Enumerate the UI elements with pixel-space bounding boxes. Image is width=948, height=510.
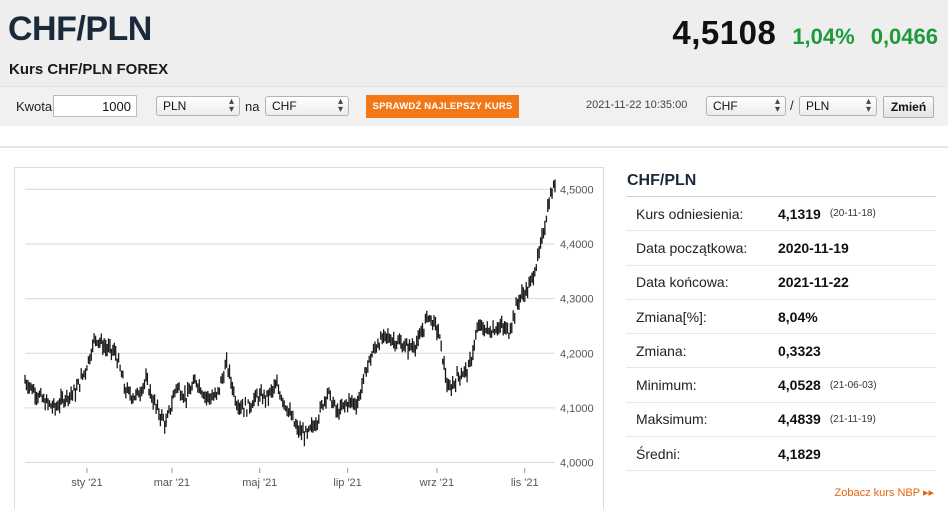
stats-label: Maksimum: — [636, 411, 708, 428]
nbp-link[interactable]: Zobacz kurs NBP ▸▸ — [834, 487, 934, 499]
current-rate: 4,5108 — [672, 14, 777, 51]
price-chart: 4,0000 4,1000 4,2000 4,3000 4,4000 4,5000 sty … — [14, 167, 604, 509]
pair-base-select[interactable]: CHF ▴ ▾ — [706, 96, 786, 116]
stats-date: (20-11-18) — [829, 208, 876, 220]
page-subtitle: Kurs CHF/PLN FOREX — [9, 61, 169, 78]
change-absolute: 0,0466 — [870, 24, 938, 49]
stats-label: Kurs odniesienia: — [636, 205, 744, 222]
select-arrows-icon: ▴ ▾ — [865, 96, 871, 115]
x-tick-label: lip '21 — [333, 477, 361, 489]
to-currency-select[interactable]: CHF ▴ ▾ — [265, 96, 349, 116]
select-arrows-icon: ▴ ▾ — [337, 96, 343, 115]
stats-label: Data początkowa: — [636, 239, 748, 256]
converter-toolbar: Kwota 1000 PLN ▴ ▾ na CHF ▴ ▾ SPRAWDŹ NAJL… — [0, 86, 948, 126]
y-tick-label: 4,4000 — [560, 239, 594, 251]
stats-row: Zmiana: 0,3323 — [626, 334, 936, 369]
stats-value: 8,04% — [778, 308, 818, 325]
pair-quote-select[interactable]: PLN ▴ ▾ — [799, 96, 877, 116]
stats-table: Kurs odniesienia: 4,1319 (20-11-18) Data po… — [626, 197, 936, 472]
x-tick-label: wrz '21 — [419, 477, 455, 489]
stats-label: Zmiana[%]: — [636, 308, 707, 325]
timestamp: 2021-11-22 10:35:00 — [586, 99, 688, 111]
stats-value: 4,1829 — [778, 445, 821, 462]
quote-header: CHF/PLN Kurs CHF/PLN FOREX 4,5108 1,04% … — [0, 0, 948, 86]
y-tick-label: 4,3000 — [560, 294, 594, 306]
y-tick-label: 4,1000 — [560, 403, 594, 415]
to-currency-value: CHF — [272, 99, 297, 113]
x-tick-label: maj '21 — [242, 477, 277, 489]
select-arrows-icon: ▴ ▾ — [774, 96, 780, 115]
stats-label: Średni: — [636, 445, 681, 462]
select-arrows-icon: ▴ ▾ — [228, 96, 234, 115]
stats-row: Data końcowa: 2021-11-22 — [626, 266, 936, 300]
stats-value: 4,1319 — [778, 205, 821, 222]
best-rate-button[interactable]: SPRAWDŹ NAJLEPSZY KURS — [366, 95, 519, 118]
na-label: na — [245, 99, 260, 114]
stats-label: Data końcowa: — [636, 274, 729, 291]
stats-value: 0,3323 — [778, 342, 821, 359]
y-tick-label: 4,0000 — [560, 458, 594, 470]
stats-value: 2020-11-19 — [778, 239, 849, 256]
change-percent: 1,04% — [792, 24, 855, 49]
stats-label: Minimum: — [636, 377, 697, 394]
stats-label: Zmiana: — [636, 342, 687, 359]
amount-label: Kwota — [16, 99, 53, 114]
candlestick-series — [24, 179, 556, 447]
pair-base-value: CHF — [713, 99, 738, 113]
x-tick-label: sty '21 — [71, 477, 102, 489]
stats-value: 2021-11-22 — [778, 274, 849, 291]
pair-quote-value: PLN — [806, 99, 830, 113]
page-title: CHF/PLN — [8, 10, 152, 48]
stats-date: (21-06-03) — [829, 379, 877, 391]
stats-row: Kurs odniesienia: 4,1319 (20-11-18) — [626, 197, 936, 232]
stats-row: Data początkowa: 2020-11-19 — [626, 231, 936, 266]
change-pair-button[interactable]: Zmień — [883, 96, 934, 118]
y-tick-label: 4,5000 — [560, 184, 594, 196]
stats-date: (21-11-19) — [829, 413, 876, 425]
stats-row: Średni: 4,1829 — [626, 437, 936, 472]
stats-row: Maksimum: 4,4839 (21-11-19) — [626, 403, 936, 438]
x-tick-label: mar '21 — [154, 477, 190, 489]
stats-value: 4,4839 — [778, 411, 821, 428]
amount-input[interactable]: 1000 — [53, 95, 137, 117]
y-tick-label: 4,2000 — [560, 348, 594, 360]
stats-value: 4,0528 — [778, 377, 821, 394]
from-currency-value: PLN — [163, 99, 187, 113]
stats-row: Zmiana[%]: 8,04% — [626, 300, 936, 335]
stats-title: CHF/PLN — [626, 167, 936, 197]
stats-row: Minimum: 4,0528 (21-06-03) — [626, 368, 936, 403]
pair-separator: / — [790, 98, 794, 113]
from-currency-select[interactable]: PLN ▴ ▾ — [156, 96, 240, 116]
quote-summary: 4,5108 1,04% 0,0466 — [672, 14, 938, 52]
stats-panel: CHF/PLN Kurs odniesienia: 4,1319 (20-11-18… — [626, 167, 936, 472]
x-tick-label: lis '21 — [511, 477, 539, 489]
chart-svg: 4,0000 4,1000 4,2000 4,3000 4,4000 4,5000 sty … — [24, 179, 594, 489]
